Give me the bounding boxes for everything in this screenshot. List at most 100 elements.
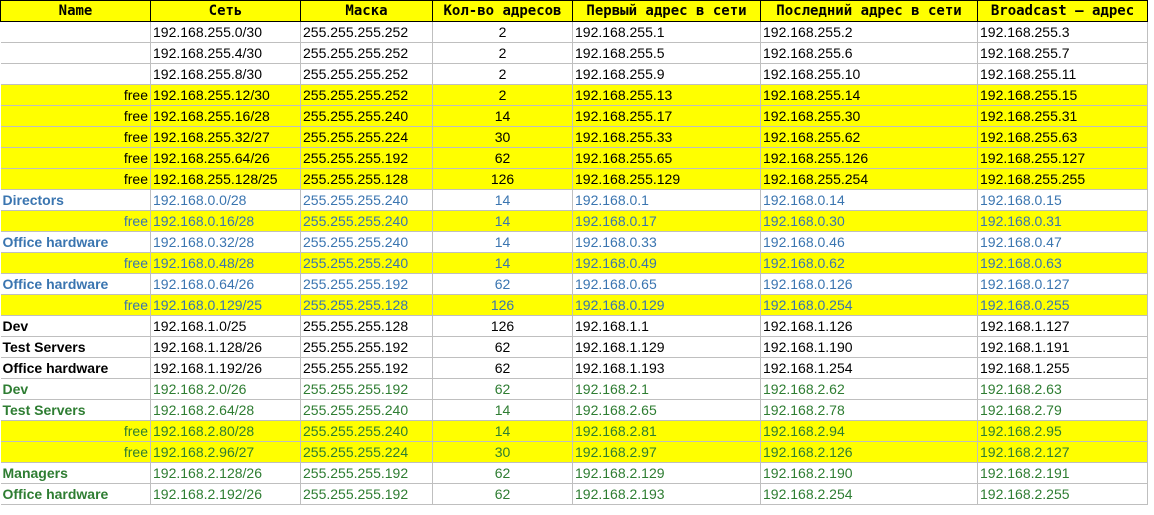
cell-address-count[interactable]: 62 bbox=[432, 378, 573, 400]
cell-network[interactable]: 192.168.255.64/26 bbox=[150, 147, 301, 169]
cell-first-address[interactable]: 192.168.2.193 bbox=[572, 483, 761, 505]
cell-broadcast[interactable]: 192.168.1.255 bbox=[977, 357, 1148, 379]
cell-address-count[interactable]: 126 bbox=[432, 168, 573, 190]
cell-last-address[interactable]: 192.168.0.46 bbox=[760, 231, 978, 253]
cell-network[interactable]: 192.168.0.129/25 bbox=[150, 294, 301, 316]
cell-last-address[interactable]: 192.168.255.254 bbox=[760, 168, 978, 190]
cell-address-count[interactable]: 14 bbox=[432, 399, 573, 421]
cell-broadcast[interactable]: 192.168.255.11 bbox=[977, 63, 1148, 85]
cell-address-count[interactable]: 2 bbox=[432, 21, 573, 43]
cell-last-address[interactable]: 192.168.1.190 bbox=[760, 336, 978, 358]
cell-address-count[interactable]: 62 bbox=[432, 336, 573, 358]
cell-name[interactable] bbox=[0, 21, 151, 43]
header-last-address[interactable]: Последний адрес в сети bbox=[760, 0, 978, 22]
cell-broadcast[interactable]: 192.168.0.31 bbox=[977, 210, 1148, 232]
cell-name[interactable]: free bbox=[0, 168, 151, 190]
cell-mask[interactable]: 255.255.255.240 bbox=[300, 105, 433, 127]
cell-broadcast[interactable]: 192.168.255.255 bbox=[977, 168, 1148, 190]
cell-name[interactable]: Office hardware bbox=[0, 273, 151, 295]
cell-last-address[interactable]: 192.168.0.254 bbox=[760, 294, 978, 316]
cell-broadcast[interactable]: 192.168.255.3 bbox=[977, 21, 1148, 43]
cell-first-address[interactable]: 192.168.2.129 bbox=[572, 462, 761, 484]
cell-address-count[interactable]: 62 bbox=[432, 147, 573, 169]
cell-broadcast[interactable]: 192.168.2.63 bbox=[977, 378, 1148, 400]
cell-last-address[interactable]: 192.168.2.62 bbox=[760, 378, 978, 400]
header-network[interactable]: Сеть bbox=[150, 0, 301, 22]
cell-first-address[interactable]: 192.168.0.1 bbox=[572, 189, 761, 211]
cell-address-count[interactable]: 2 bbox=[432, 63, 573, 85]
cell-broadcast[interactable]: 192.168.255.31 bbox=[977, 105, 1148, 127]
cell-first-address[interactable]: 192.168.255.9 bbox=[572, 63, 761, 85]
cell-name[interactable]: free bbox=[0, 126, 151, 148]
cell-mask[interactable]: 255.255.255.240 bbox=[300, 252, 433, 274]
cell-last-address[interactable]: 192.168.0.62 bbox=[760, 252, 978, 274]
header-mask[interactable]: Маска bbox=[300, 0, 433, 22]
cell-name[interactable]: free bbox=[0, 420, 151, 442]
cell-broadcast[interactable]: 192.168.0.63 bbox=[977, 252, 1148, 274]
cell-first-address[interactable]: 192.168.255.33 bbox=[572, 126, 761, 148]
cell-address-count[interactable]: 30 bbox=[432, 441, 573, 463]
cell-address-count[interactable]: 14 bbox=[432, 105, 573, 127]
cell-last-address[interactable]: 192.168.255.10 bbox=[760, 63, 978, 85]
cell-first-address[interactable]: 192.168.255.129 bbox=[572, 168, 761, 190]
cell-address-count[interactable]: 62 bbox=[432, 483, 573, 505]
cell-mask[interactable]: 255.255.255.128 bbox=[300, 294, 433, 316]
cell-mask[interactable]: 255.255.255.240 bbox=[300, 420, 433, 442]
cell-name[interactable]: Dev bbox=[0, 378, 151, 400]
cell-broadcast[interactable]: 192.168.0.127 bbox=[977, 273, 1148, 295]
cell-first-address[interactable]: 192.168.1.129 bbox=[572, 336, 761, 358]
cell-broadcast[interactable]: 192.168.0.47 bbox=[977, 231, 1148, 253]
cell-broadcast[interactable]: 192.168.0.15 bbox=[977, 189, 1148, 211]
cell-network[interactable]: 192.168.0.16/28 bbox=[150, 210, 301, 232]
cell-network[interactable]: 192.168.1.192/26 bbox=[150, 357, 301, 379]
header-first-address[interactable]: Первый адрес в сети bbox=[572, 0, 761, 22]
cell-network[interactable]: 192.168.255.4/30 bbox=[150, 42, 301, 64]
cell-address-count[interactable]: 30 bbox=[432, 126, 573, 148]
cell-network[interactable]: 192.168.1.0/25 bbox=[150, 315, 301, 337]
cell-first-address[interactable]: 192.168.1.1 bbox=[572, 315, 761, 337]
cell-broadcast[interactable]: 192.168.2.191 bbox=[977, 462, 1148, 484]
cell-last-address[interactable]: 192.168.255.2 bbox=[760, 21, 978, 43]
cell-mask[interactable]: 255.255.255.192 bbox=[300, 483, 433, 505]
header-address-count[interactable]: Кол-во адресов bbox=[432, 0, 573, 22]
cell-last-address[interactable]: 192.168.2.254 bbox=[760, 483, 978, 505]
cell-name[interactable] bbox=[0, 42, 151, 64]
cell-address-count[interactable]: 14 bbox=[432, 420, 573, 442]
cell-last-address[interactable]: 192.168.1.254 bbox=[760, 357, 978, 379]
cell-mask[interactable]: 255.255.255.252 bbox=[300, 84, 433, 106]
cell-name[interactable]: free bbox=[0, 147, 151, 169]
cell-mask[interactable]: 255.255.255.252 bbox=[300, 42, 433, 64]
header-broadcast[interactable]: Broadcast — адрес bbox=[977, 0, 1148, 22]
cell-address-count[interactable]: 126 bbox=[432, 315, 573, 337]
cell-last-address[interactable]: 192.168.255.126 bbox=[760, 147, 978, 169]
cell-broadcast[interactable]: 192.168.255.127 bbox=[977, 147, 1148, 169]
cell-first-address[interactable]: 192.168.255.65 bbox=[572, 147, 761, 169]
cell-name[interactable]: Office hardware bbox=[0, 357, 151, 379]
cell-network[interactable]: 192.168.2.64/28 bbox=[150, 399, 301, 421]
cell-address-count[interactable]: 126 bbox=[432, 294, 573, 316]
cell-name[interactable]: Test Servers bbox=[0, 399, 151, 421]
cell-last-address[interactable]: 192.168.255.30 bbox=[760, 105, 978, 127]
cell-network[interactable]: 192.168.0.32/28 bbox=[150, 231, 301, 253]
cell-network[interactable]: 192.168.255.16/28 bbox=[150, 105, 301, 127]
cell-first-address[interactable]: 192.168.255.1 bbox=[572, 21, 761, 43]
cell-mask[interactable]: 255.255.255.192 bbox=[300, 378, 433, 400]
cell-last-address[interactable]: 192.168.2.94 bbox=[760, 420, 978, 442]
cell-mask[interactable]: 255.255.255.192 bbox=[300, 336, 433, 358]
cell-address-count[interactable]: 2 bbox=[432, 42, 573, 64]
cell-network[interactable]: 192.168.2.192/26 bbox=[150, 483, 301, 505]
cell-network[interactable]: 192.168.255.12/30 bbox=[150, 84, 301, 106]
cell-network[interactable]: 192.168.0.48/28 bbox=[150, 252, 301, 274]
cell-name[interactable]: free bbox=[0, 105, 151, 127]
cell-first-address[interactable]: 192.168.0.33 bbox=[572, 231, 761, 253]
cell-last-address[interactable]: 192.168.2.126 bbox=[760, 441, 978, 463]
cell-network[interactable]: 192.168.0.0/28 bbox=[150, 189, 301, 211]
cell-last-address[interactable]: 192.168.0.126 bbox=[760, 273, 978, 295]
cell-last-address[interactable]: 192.168.1.126 bbox=[760, 315, 978, 337]
cell-address-count[interactable]: 62 bbox=[432, 357, 573, 379]
cell-broadcast[interactable]: 192.168.2.79 bbox=[977, 399, 1148, 421]
cell-network[interactable]: 192.168.255.0/30 bbox=[150, 21, 301, 43]
cell-address-count[interactable]: 62 bbox=[432, 462, 573, 484]
cell-network[interactable]: 192.168.2.0/26 bbox=[150, 378, 301, 400]
cell-last-address[interactable]: 192.168.255.14 bbox=[760, 84, 978, 106]
